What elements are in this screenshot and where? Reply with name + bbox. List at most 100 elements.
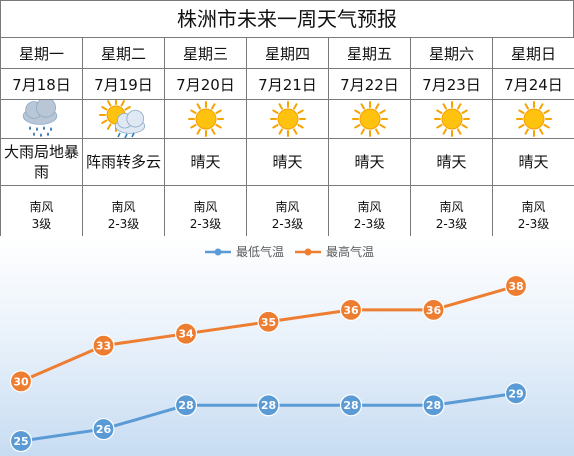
data-point bbox=[92, 417, 115, 441]
condition-text: 晴天 bbox=[272, 153, 303, 171]
sun-icon bbox=[515, 101, 552, 137]
weekday-text: 星期三 bbox=[182, 44, 228, 63]
weekday-cell: 星期三 bbox=[164, 37, 247, 69]
wind-direction: 南风 bbox=[275, 200, 300, 214]
sun-icon bbox=[187, 101, 224, 137]
condition-cell: 晴天 bbox=[328, 138, 411, 186]
data-point bbox=[9, 370, 33, 393]
data-label: 28 bbox=[343, 399, 358, 412]
condition-cell: 大雨局地暴雨 bbox=[0, 138, 83, 186]
wind-direction: 南风 bbox=[193, 200, 218, 214]
date-text: 7月20日 bbox=[176, 75, 235, 94]
date-cell: 7月20日 bbox=[164, 68, 247, 100]
wind-direction: 南风 bbox=[521, 200, 546, 214]
weather-icon-cell bbox=[82, 99, 165, 139]
weather-icon-cell bbox=[164, 99, 247, 139]
sun-icon bbox=[351, 101, 388, 137]
weekday-cell: 星期四 bbox=[246, 37, 329, 69]
sun-icon bbox=[433, 101, 470, 137]
data-label: 38 bbox=[508, 280, 523, 293]
weekday-text: 星期二 bbox=[100, 44, 146, 63]
sun-icon bbox=[269, 101, 306, 137]
condition-text: 阵雨转多云 bbox=[85, 153, 161, 171]
legend-label: 最高气温 bbox=[326, 244, 374, 259]
wind-direction: 南风 bbox=[357, 200, 382, 214]
wind-direction: 南风 bbox=[439, 200, 464, 214]
data-point bbox=[9, 429, 33, 453]
weather-icon-row bbox=[0, 99, 574, 139]
condition-cell: 晴天 bbox=[164, 138, 247, 186]
data-label: 36 bbox=[426, 304, 442, 317]
data-point bbox=[339, 298, 363, 321]
date-row: 7月18日 7月19日 7月20日 7月21日 7月22日 7月23日 7月24日 bbox=[0, 68, 574, 100]
date-cell: 7月19日 bbox=[82, 68, 165, 100]
date-cell: 7月22日 bbox=[328, 68, 411, 100]
wind-level: 2-3级 bbox=[353, 217, 386, 231]
condition-text: 晴天 bbox=[354, 153, 385, 171]
data-label: 35 bbox=[261, 316, 276, 329]
weekday-cell: 星期二 bbox=[82, 37, 165, 69]
data-point bbox=[257, 310, 280, 333]
weather-icon-cell bbox=[410, 99, 493, 139]
data-label: 30 bbox=[13, 375, 29, 388]
condition-text: 大雨局地暴雨 bbox=[3, 143, 79, 181]
wind-level: 2-3级 bbox=[271, 217, 304, 231]
temperature-chart: 最低气温 最高气温 25 26 28 28 28 28 29 30 33 34 35 36 36 38 bbox=[0, 236, 574, 456]
data-label: 28 bbox=[426, 399, 441, 412]
data-label: 33 bbox=[96, 340, 111, 353]
condition-text: 晴天 bbox=[518, 153, 549, 171]
data-label: 28 bbox=[178, 399, 193, 412]
data-label: 36 bbox=[343, 304, 359, 317]
weekday-text: 星期五 bbox=[346, 44, 392, 63]
data-label: 25 bbox=[13, 435, 28, 448]
wind-level: 3级 bbox=[31, 217, 52, 231]
date-text: 7月23日 bbox=[422, 75, 481, 94]
data-label: 28 bbox=[261, 399, 276, 412]
data-point bbox=[422, 394, 445, 417]
weekday-text: 星期六 bbox=[428, 44, 474, 63]
weekday-cell: 星期日 bbox=[492, 37, 574, 69]
date-cell: 7月21日 bbox=[246, 68, 329, 100]
wind-direction: 南风 bbox=[29, 200, 54, 214]
data-point bbox=[257, 394, 280, 417]
data-point bbox=[422, 298, 445, 321]
data-point bbox=[92, 334, 115, 357]
condition-cell: 晴天 bbox=[410, 138, 493, 186]
legend-label: 最低气温 bbox=[236, 244, 284, 259]
condition-text: 晴天 bbox=[190, 153, 221, 171]
date-text: 7月24日 bbox=[504, 75, 563, 94]
wind-level: 2-3级 bbox=[107, 217, 140, 231]
weekday-cell: 星期六 bbox=[410, 37, 493, 69]
weekday-text: 星期日 bbox=[510, 44, 556, 63]
date-text: 7月18日 bbox=[12, 75, 71, 94]
data-point bbox=[339, 394, 363, 417]
wind-level: 2-3级 bbox=[435, 217, 468, 231]
date-cell: 7月23日 bbox=[410, 68, 493, 100]
data-label: 26 bbox=[96, 423, 112, 436]
date-text: 7月19日 bbox=[94, 75, 153, 94]
condition-text: 晴天 bbox=[436, 153, 467, 171]
weekday-cell: 星期五 bbox=[328, 37, 411, 69]
date-text: 7月21日 bbox=[258, 75, 317, 94]
forecast-table: 星期一 星期二 星期三 星期四 星期五 星期六 星期日 7月18日 7月19日 7月20日 7月21… bbox=[0, 37, 574, 247]
condition-cell: 阵雨转多云 bbox=[82, 138, 165, 186]
weather-icon-cell bbox=[0, 99, 83, 139]
wind-level: 2-3级 bbox=[517, 217, 550, 231]
weekday-cell: 星期一 bbox=[0, 37, 83, 69]
sun-cloud-rain-icon bbox=[98, 100, 145, 138]
heavy-rain-icon bbox=[22, 100, 57, 137]
date-cell: 7月24日 bbox=[492, 68, 574, 100]
legend-item-high: 最高气温 bbox=[295, 244, 374, 259]
wind-direction: 南风 bbox=[111, 200, 136, 214]
weekday-text: 星期四 bbox=[264, 44, 310, 63]
condition-row: 大雨局地暴雨 阵雨转多云 晴天 晴天 晴天 晴天 晴天 bbox=[0, 138, 574, 186]
data-label: 34 bbox=[178, 328, 194, 341]
weekday-text: 星期一 bbox=[18, 44, 64, 63]
data-point bbox=[174, 322, 198, 345]
series-line-high bbox=[20, 284, 517, 383]
data-point bbox=[504, 382, 528, 405]
data-label: 29 bbox=[508, 387, 523, 400]
wind-level: 2-3级 bbox=[189, 217, 222, 231]
date-text: 7月22日 bbox=[340, 75, 399, 94]
legend-item-low: 最低气温 bbox=[205, 244, 284, 259]
